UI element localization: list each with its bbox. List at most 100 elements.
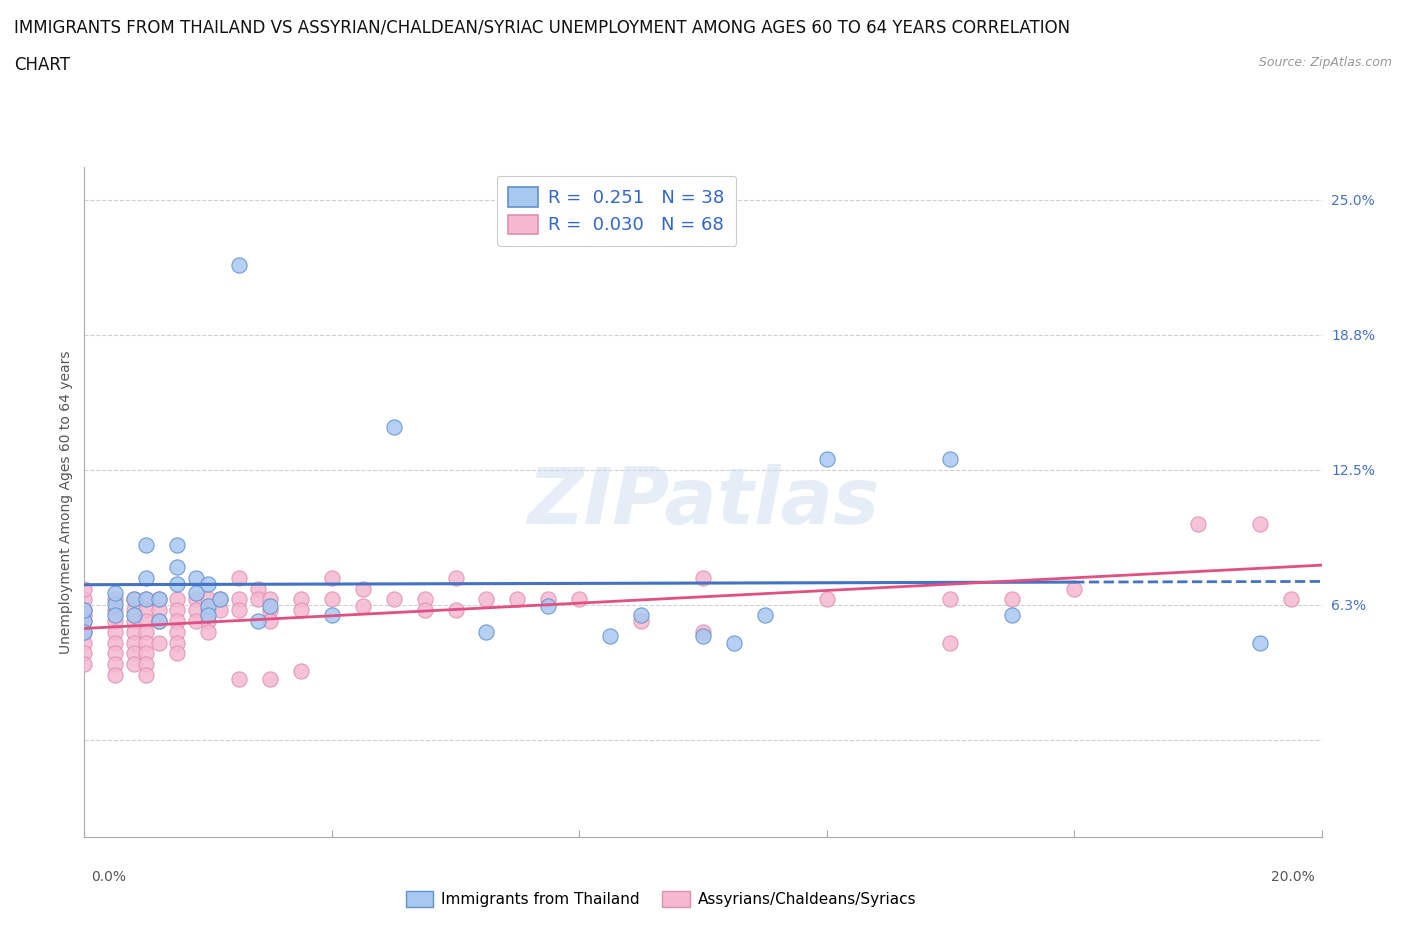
Point (166, 603, 188, 618)
Point (209, 592, 232, 607)
Point (166, 538, 188, 552)
Point (259, 671, 281, 686)
Point (135, 635, 157, 650)
Point (228, 671, 250, 686)
Point (209, 592, 232, 607)
Point (73, 624, 96, 639)
Point (1249, 516, 1271, 531)
Point (599, 629, 621, 644)
Point (321, 607, 343, 622)
Text: 0.0%: 0.0% (91, 870, 127, 884)
Point (209, 603, 232, 618)
Point (444, 570, 467, 585)
Point (122, 607, 145, 622)
Point (104, 646, 127, 661)
Point (939, 452, 962, 467)
Point (246, 592, 269, 607)
Point (148, 592, 170, 607)
Point (104, 607, 127, 622)
Y-axis label: Unemployment Among Ages 60 to 64 years: Unemployment Among Ages 60 to 64 years (59, 351, 73, 654)
Point (815, 452, 838, 467)
Point (228, 592, 250, 607)
Point (135, 538, 157, 552)
Point (321, 570, 343, 585)
Point (166, 592, 188, 607)
Point (197, 603, 219, 618)
Point (135, 657, 157, 671)
Point (290, 663, 312, 678)
Point (104, 635, 127, 650)
Text: CHART: CHART (14, 56, 70, 73)
Point (444, 603, 467, 618)
Point (197, 624, 219, 639)
Point (122, 592, 145, 607)
Point (1001, 592, 1024, 607)
Point (692, 624, 714, 639)
Point (166, 635, 188, 650)
Point (228, 258, 250, 272)
Point (754, 607, 776, 622)
Point (122, 603, 145, 618)
Legend: Immigrants from Thailand, Assyrians/Chaldeans/Syriacs: Immigrants from Thailand, Assyrians/Chal… (399, 884, 922, 913)
Point (135, 668, 157, 683)
Point (939, 635, 962, 650)
Point (197, 614, 219, 629)
Point (135, 603, 157, 618)
Text: 20.0%: 20.0% (1271, 870, 1315, 884)
Point (122, 592, 145, 607)
Point (122, 646, 145, 661)
Point (73, 581, 96, 596)
Point (184, 614, 207, 629)
Point (135, 592, 157, 607)
Point (104, 624, 127, 639)
Point (104, 596, 127, 611)
Point (135, 592, 157, 607)
Point (413, 592, 436, 607)
Point (135, 570, 157, 585)
Point (73, 624, 96, 639)
Point (73, 614, 96, 629)
Point (475, 624, 498, 639)
Point (148, 592, 170, 607)
Point (166, 624, 188, 639)
Point (73, 657, 96, 671)
Point (630, 614, 652, 629)
Point (228, 570, 250, 585)
Point (104, 657, 127, 671)
Text: Source: ZipAtlas.com: Source: ZipAtlas.com (1258, 56, 1392, 69)
Point (1063, 581, 1085, 596)
Point (135, 624, 157, 639)
Text: ZIPatlas: ZIPatlas (527, 464, 879, 540)
Point (148, 603, 170, 618)
Point (184, 603, 207, 618)
Point (73, 646, 96, 661)
Point (73, 603, 96, 618)
Point (228, 603, 250, 618)
Point (197, 592, 219, 607)
Point (122, 635, 145, 650)
Point (259, 603, 281, 618)
Point (104, 592, 127, 607)
Point (568, 592, 591, 607)
Point (104, 586, 127, 601)
Point (104, 614, 127, 629)
Point (506, 592, 529, 607)
Point (537, 592, 560, 607)
Point (246, 614, 269, 629)
Point (148, 614, 170, 629)
Point (1279, 592, 1302, 607)
Point (352, 598, 374, 613)
Point (1001, 607, 1024, 622)
Point (197, 607, 219, 622)
Point (352, 581, 374, 596)
Point (692, 629, 714, 644)
Point (166, 577, 188, 591)
Point (1249, 635, 1271, 650)
Point (104, 603, 127, 618)
Point (197, 598, 219, 613)
Point (259, 614, 281, 629)
Point (939, 592, 962, 607)
Point (475, 592, 498, 607)
Point (259, 598, 281, 613)
Point (122, 657, 145, 671)
